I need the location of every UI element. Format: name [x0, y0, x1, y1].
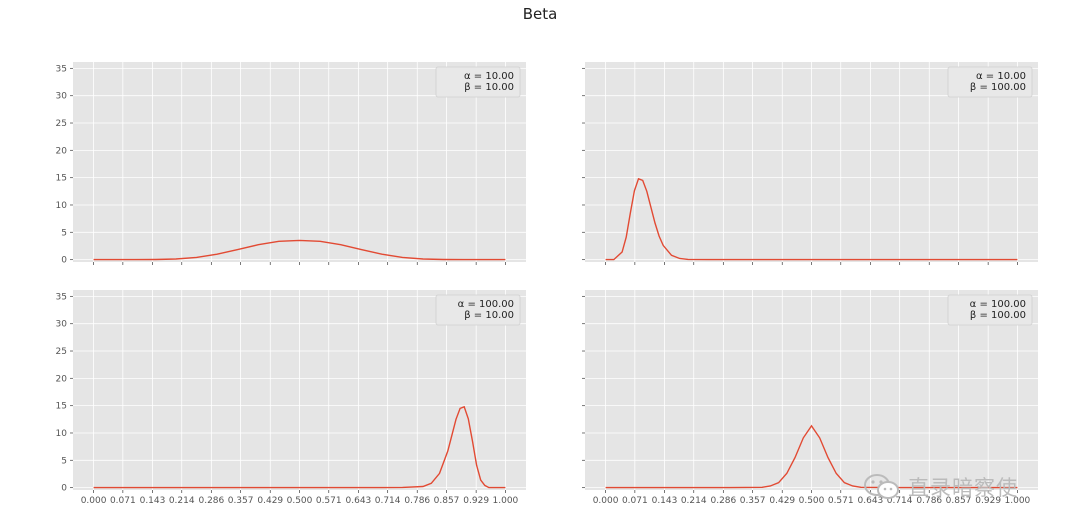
beta-pdf-line — [605, 424, 1018, 489]
legend-alpha: α = 10.00 — [976, 71, 1026, 82]
x-tick-label: 0.286 — [198, 496, 224, 506]
x-tick-label: 0.714 — [887, 496, 913, 506]
legend-alpha: α = 100.00 — [458, 299, 514, 310]
x-tick-label: 0.357 — [740, 496, 766, 506]
y-tick-label: 25 — [56, 119, 67, 129]
x-tick-label: 0.929 — [975, 496, 1001, 506]
x-tick-label: 0.071 — [110, 496, 136, 506]
y-tick-label: 0 — [61, 484, 67, 494]
legend-beta: β = 100.00 — [970, 310, 1026, 321]
y-tick-label: 30 — [56, 92, 68, 102]
legend-alpha: α = 10.00 — [464, 71, 514, 82]
y-tick-label: 25 — [56, 347, 67, 357]
y-tick-label: 35 — [56, 292, 67, 302]
y-tick-label: 10 — [56, 201, 68, 211]
x-tick-label: 0.071 — [622, 496, 648, 506]
x-tick-label: 1.000 — [1005, 496, 1031, 506]
beta-pdf-line — [605, 177, 1018, 261]
x-tick-label: 0.714 — [375, 496, 401, 506]
subplot-top-right: α = 10.00β = 100.00 — [582, 62, 1038, 265]
x-tick-label: 0.143 — [140, 496, 166, 506]
x-tick-label: 0.571 — [316, 496, 342, 506]
x-tick-label: 0.500 — [799, 496, 825, 506]
legend: α = 10.00β = 10.00 — [435, 66, 521, 98]
y-tick-label: 20 — [56, 146, 68, 156]
x-tick-label: 0.857 — [434, 496, 460, 506]
legend-beta: β = 10.00 — [464, 82, 514, 93]
x-tick-label: 0.929 — [463, 496, 489, 506]
subplot-bottom-left: 0.000 0.071 0.143 0.214 0.286 0.357 0.429 0.500… — [56, 290, 526, 506]
x-tick-label: 0.357 — [228, 496, 254, 506]
y-tick-label: 0 — [61, 256, 67, 266]
x-tick-label: 0.429 — [769, 496, 795, 506]
figure-title: Beta — [522, 5, 558, 23]
y-tick-label: 20 — [56, 374, 68, 384]
y-tick-label: 35 — [56, 64, 67, 74]
x-tick-label: 0.643 — [858, 496, 884, 506]
y-tick-label: 30 — [56, 320, 68, 330]
y-tick-label: 15 — [56, 402, 67, 412]
x-tick-label: 0.429 — [257, 496, 283, 506]
legend-box — [435, 294, 521, 326]
x-tick-label: 0.143 — [652, 496, 678, 506]
x-tick-label: 1.000 — [493, 496, 519, 506]
legend: α = 100.00β = 100.00 — [947, 294, 1033, 326]
legend-box — [947, 66, 1033, 98]
x-tick-label: 0.786 — [404, 496, 430, 506]
x-tick-label: 0.571 — [828, 496, 854, 506]
y-tick-label: 10 — [56, 429, 68, 439]
legend-beta: β = 100.00 — [970, 82, 1026, 93]
y-tick-label: 15 — [56, 174, 67, 184]
beta-pdf-line — [93, 405, 506, 489]
subplot-bottom-right: 0.000 0.071 0.143 0.214 0.286 0.357 0.429 0.500… — [582, 290, 1038, 506]
watermark-text: 直录暗察使 — [908, 476, 1018, 500]
x-tick-label: 0.000 — [593, 496, 619, 506]
x-tick-label: 0.286 — [710, 496, 736, 506]
legend-box — [947, 294, 1033, 326]
x-tick-label: 0.857 — [946, 496, 972, 506]
beta-pdf-line — [93, 239, 506, 261]
x-tick-label: 0.786 — [916, 496, 942, 506]
legend-alpha: α = 100.00 — [970, 299, 1026, 310]
legend-beta: β = 10.00 — [464, 310, 514, 321]
legend: α = 10.00β = 100.00 — [947, 66, 1033, 98]
y-tick-label: 5 — [61, 228, 67, 238]
x-tick-label: 0.500 — [287, 496, 313, 506]
x-tick-label: 0.643 — [346, 496, 372, 506]
x-tick-label: 0.214 — [169, 496, 195, 506]
subplot-top-left: 0 5 10 15 20 25 30 35 α = 10.00β = 10.00 — [56, 62, 526, 266]
watermark: 直录暗察使 — [862, 470, 1062, 504]
legend: α = 100.00β = 10.00 — [435, 294, 521, 326]
x-tick-label: 0.214 — [681, 496, 707, 506]
y-tick-label: 5 — [61, 456, 67, 466]
wechat-icon — [864, 474, 899, 499]
x-tick-label: 0.000 — [81, 496, 107, 506]
legend-box — [435, 66, 521, 98]
